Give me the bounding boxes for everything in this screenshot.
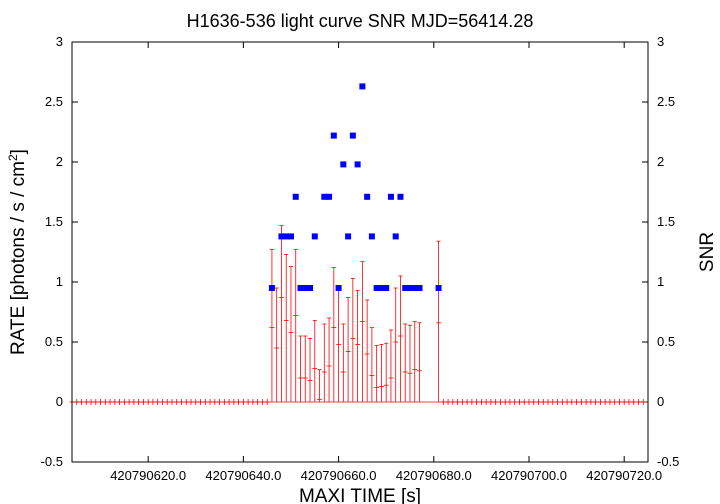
x-tick-label: 420790660.0	[301, 468, 377, 483]
y-tick-label-right: 0.5	[657, 334, 675, 349]
snr-point	[292, 193, 299, 200]
snr-point	[287, 233, 294, 240]
y-axis-title-left: RATE [photons / s / cm2]	[6, 149, 29, 355]
snr-point	[359, 83, 366, 90]
snr-point	[349, 132, 356, 139]
snr-point	[335, 285, 342, 291]
y-tick-label-left: 2	[56, 154, 63, 169]
snr-point	[354, 161, 361, 168]
y-axis-title-end: ]	[8, 149, 29, 154]
y-tick-label-left: 0	[56, 394, 63, 409]
snr-point	[364, 193, 371, 200]
snr-point	[340, 161, 347, 168]
snr-series	[268, 83, 442, 291]
snr-point	[406, 285, 413, 291]
x-tick-label: 420790680.0	[396, 468, 472, 483]
axis-ticks: -0.5 -0.5 0 0 0.5 0.5 1 1 1.5 1.5 2 2 2.5 2.5 3 3 420790…	[41, 34, 680, 483]
x-tick-label: 420790640.0	[205, 468, 281, 483]
snr-point	[321, 193, 328, 200]
snr-point	[411, 285, 418, 291]
y-tick-label-right: 2.5	[657, 94, 675, 109]
x-tick-label: 420790700.0	[491, 468, 567, 483]
snr-point	[383, 285, 390, 291]
y-tick-label-left: 3	[56, 34, 63, 49]
snr-point	[268, 285, 275, 291]
snr-point	[311, 233, 318, 240]
snr-point	[392, 233, 399, 240]
plot-frame	[71, 41, 649, 463]
x-axis-title: MAXI TIME [s]	[299, 486, 421, 504]
snr-point	[387, 193, 394, 200]
snr-point	[397, 193, 404, 200]
snr-point	[373, 285, 380, 291]
y-tick-label-left: 0.5	[45, 334, 63, 349]
snr-point	[307, 285, 314, 291]
snr-point	[435, 285, 442, 291]
rate-series	[69, 225, 648, 405]
y-axis-title-right: SNR	[697, 232, 718, 272]
y-tick-label-right: 2	[657, 154, 664, 169]
snr-point	[330, 132, 337, 139]
snr-point	[297, 285, 304, 291]
snr-point	[416, 285, 423, 291]
snr-point	[278, 233, 285, 240]
y-axis-title-main: RATE [photons / s / cm	[8, 161, 29, 355]
snr-point	[283, 233, 290, 240]
snr-point	[368, 233, 375, 240]
y-axis-title-superscript: 2	[6, 154, 20, 161]
y-tick-label-right: 1.5	[657, 214, 675, 229]
y-tick-label-right: 3	[657, 34, 664, 49]
y-tick-label-right: 0	[657, 394, 664, 409]
snr-point	[402, 285, 409, 291]
x-tick-label: 420790720.0	[586, 468, 662, 483]
snr-point	[345, 233, 352, 240]
y-tick-label-right: -0.5	[657, 454, 679, 469]
x-tick-label: 420790620.0	[110, 468, 186, 483]
y-tick-label-left: 2.5	[45, 94, 63, 109]
snr-point	[378, 285, 385, 291]
y-tick-label-left: 1.5	[45, 214, 63, 229]
y-tick-label-right: 1	[657, 274, 664, 289]
y-tick-label-left: -0.5	[41, 454, 63, 469]
y-tick-label-left: 1	[56, 274, 63, 289]
snr-point	[326, 193, 333, 200]
chart-title: H1636-536 light curve SNR MJD=56414.28	[187, 11, 534, 31]
snr-point	[302, 285, 309, 291]
